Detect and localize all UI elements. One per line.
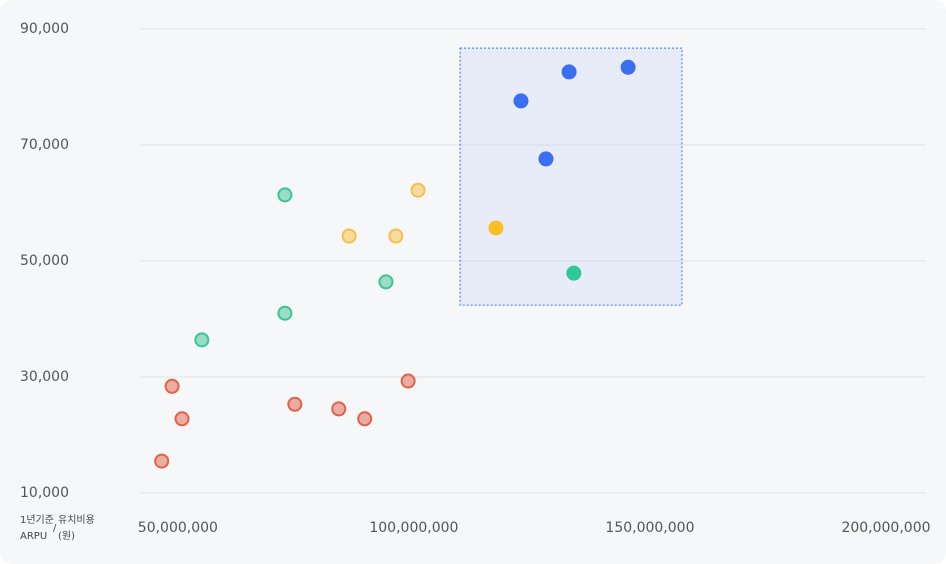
point xyxy=(488,220,504,236)
point xyxy=(174,411,190,427)
y-tick-label: 70,000 xyxy=(20,137,69,153)
x-tick-label: 200,000,000 xyxy=(841,520,930,536)
y-tick-label: 90,000 xyxy=(20,21,69,37)
point xyxy=(277,305,293,321)
point xyxy=(388,228,404,244)
point xyxy=(341,228,357,244)
y-tick-label: 10,000 xyxy=(20,485,69,501)
axis-separator: / xyxy=(53,523,57,534)
point xyxy=(164,378,180,394)
y-tick-label: 30,000 xyxy=(20,369,69,385)
point xyxy=(513,93,529,109)
point xyxy=(357,411,373,427)
point xyxy=(566,265,582,281)
point xyxy=(154,453,170,469)
x-tick-label: 50,000,000 xyxy=(138,520,218,536)
axis-label: 유치비용 xyxy=(58,514,95,526)
axis-label: ARPU xyxy=(20,531,47,542)
axis-label: 1년기준 xyxy=(20,514,54,526)
point xyxy=(378,274,394,290)
point xyxy=(620,59,636,75)
point xyxy=(400,373,416,389)
selection-box xyxy=(459,47,683,306)
x-tick-label: 100,000,000 xyxy=(369,520,458,536)
point xyxy=(561,64,577,80)
x-tick-label: 150,000,000 xyxy=(605,520,694,536)
point xyxy=(194,332,210,348)
point xyxy=(277,187,293,203)
point xyxy=(331,401,347,417)
point xyxy=(410,182,426,198)
point xyxy=(287,396,303,412)
y-tick-label: 50,000 xyxy=(20,253,69,269)
axis-label: (원) xyxy=(58,530,75,542)
point xyxy=(538,151,554,167)
